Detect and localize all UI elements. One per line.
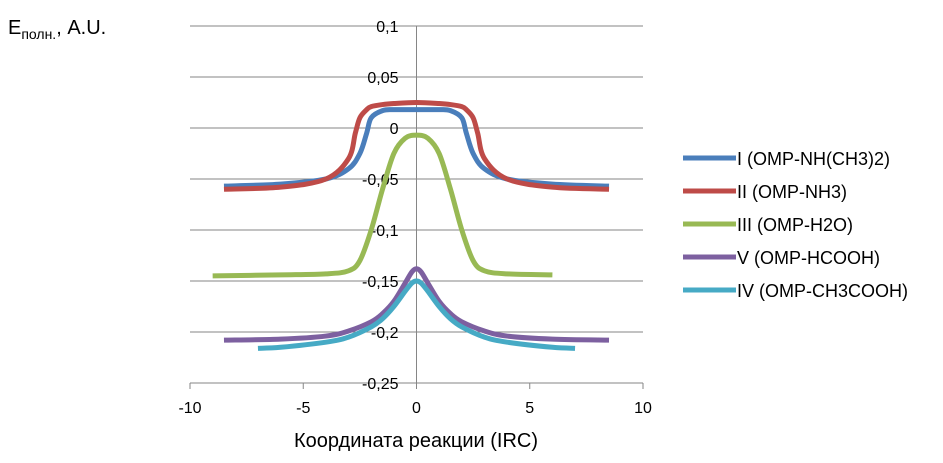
y-tick-label: -0,15 (362, 274, 399, 291)
y-tick-label: 0,05 (367, 70, 398, 87)
y-tick-label: -0,1 (371, 223, 399, 240)
y-axis-title: Eполн., A.U. (8, 17, 106, 42)
x-tick-label: -5 (296, 400, 310, 417)
x-axis-title: Координата реакции (IRC) (294, 430, 538, 452)
x-tick-label: 10 (634, 400, 652, 417)
series-lines (212, 100, 610, 351)
legend-label: II (OMP-NH3) (737, 182, 847, 202)
series-line-1 (223, 107, 610, 189)
legend-item: I (OMP-NH(CH3)2) (683, 149, 890, 169)
legend-item: III (OMP-H2O) (683, 215, 853, 235)
legend-label: III (OMP-H2O) (737, 215, 853, 235)
x-tick-label: -10 (178, 400, 201, 417)
legend-label: V (OMP-HCOOH) (737, 248, 880, 268)
legend-item: II (OMP-NH3) (683, 182, 847, 202)
y-tick-label: -0,05 (362, 172, 399, 189)
legend: I (OMP-NH(CH3)2) II (OMP-NH3) III (OMP-H2O… (683, 149, 908, 301)
series-line-2 (223, 100, 610, 192)
legend-label: I (OMP-NH(CH3)2) (737, 149, 890, 169)
x-tick-label: 5 (525, 400, 534, 417)
legend-label: IV (OMP-CH3COOH) (737, 281, 908, 301)
series-line-3 (212, 132, 553, 279)
series-line-5 (257, 278, 576, 351)
axes (190, 26, 643, 384)
y-tick-label: 0,1 (376, 19, 398, 36)
y-tick-labels: 0,1 0,05 0 -0,05 -0,1 -0,15 -0,2 -0,25 (362, 19, 417, 393)
y-tick-label: -0,25 (362, 376, 399, 393)
y-tick-label: 0 (390, 121, 399, 138)
y-tick-label: -0,2 (371, 325, 399, 342)
x-tick-label: 0 (412, 400, 421, 417)
x-tick-labels: -10 -5 0 5 10 (178, 383, 652, 417)
legend-item: V (OMP-HCOOH) (683, 248, 880, 268)
series-line-4 (223, 266, 610, 343)
legend-item: IV (OMP-CH3COOH) (683, 281, 908, 301)
